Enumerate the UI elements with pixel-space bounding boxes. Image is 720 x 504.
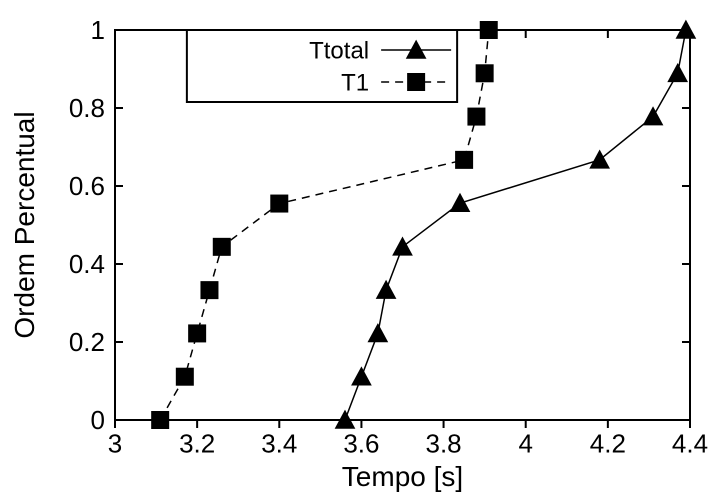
y-tick-label: 0 [91, 405, 105, 435]
x-tick-label: 3 [108, 429, 122, 459]
y-tick-label: 1 [91, 15, 105, 45]
x-tick-label: 3.6 [343, 429, 379, 459]
x-tick-label: 3.2 [179, 429, 215, 459]
x-tick-label: 3.8 [425, 429, 461, 459]
x-tick-label: 4.2 [590, 429, 626, 459]
x-axis-label: Tempo [s] [342, 461, 463, 492]
y-tick-label: 0.6 [69, 171, 105, 201]
legend-label: Ttotal [309, 37, 369, 64]
y-tick-label: 0.4 [69, 249, 105, 279]
y-tick-label: 0.2 [69, 327, 105, 357]
cdf-chart: 3 3.2 3.4 3.6 3.8 4 4.2 4.4 0 0.2 0.4 0.6 0.8 1 Tempo … [0, 0, 720, 504]
x-tick-label: 3.4 [261, 429, 297, 459]
x-tick-label: 4 [518, 429, 532, 459]
x-tick-label: 4.4 [672, 429, 708, 459]
y-axis-label: Ordem Percentual [9, 111, 40, 338]
legend: Ttotal T1 [187, 30, 457, 102]
legend-label: T1 [341, 69, 369, 96]
y-tick-label: 0.8 [69, 93, 105, 123]
